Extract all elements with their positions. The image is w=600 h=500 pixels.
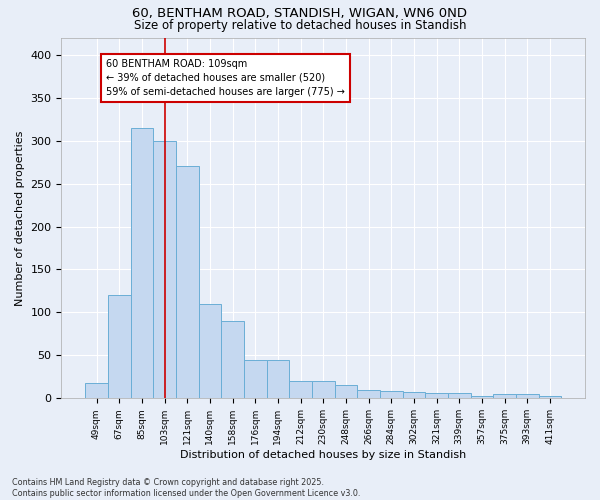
Bar xyxy=(335,386,357,398)
Bar xyxy=(470,396,493,398)
Bar xyxy=(289,381,312,398)
Bar xyxy=(516,394,539,398)
Bar xyxy=(131,128,153,398)
Bar xyxy=(425,393,448,398)
Text: 60, BENTHAM ROAD, STANDISH, WIGAN, WN6 0ND: 60, BENTHAM ROAD, STANDISH, WIGAN, WN6 0… xyxy=(133,8,467,20)
Bar xyxy=(85,383,108,398)
Bar xyxy=(244,360,266,399)
Bar xyxy=(266,360,289,399)
Text: Size of property relative to detached houses in Standish: Size of property relative to detached ho… xyxy=(134,18,466,32)
Bar xyxy=(199,304,221,398)
Bar xyxy=(176,166,199,398)
Bar xyxy=(221,321,244,398)
Bar xyxy=(153,140,176,398)
Bar xyxy=(357,390,380,398)
Bar xyxy=(108,295,131,399)
Text: Contains HM Land Registry data © Crown copyright and database right 2025.
Contai: Contains HM Land Registry data © Crown c… xyxy=(12,478,361,498)
Text: 60 BENTHAM ROAD: 109sqm
← 39% of detached houses are smaller (520)
59% of semi-d: 60 BENTHAM ROAD: 109sqm ← 39% of detache… xyxy=(106,59,345,97)
Bar xyxy=(539,396,561,398)
Bar xyxy=(403,392,425,398)
Y-axis label: Number of detached properties: Number of detached properties xyxy=(15,130,25,306)
Bar xyxy=(448,393,470,398)
Bar xyxy=(493,394,516,398)
Bar xyxy=(380,392,403,398)
X-axis label: Distribution of detached houses by size in Standish: Distribution of detached houses by size … xyxy=(180,450,466,460)
Bar xyxy=(312,381,335,398)
